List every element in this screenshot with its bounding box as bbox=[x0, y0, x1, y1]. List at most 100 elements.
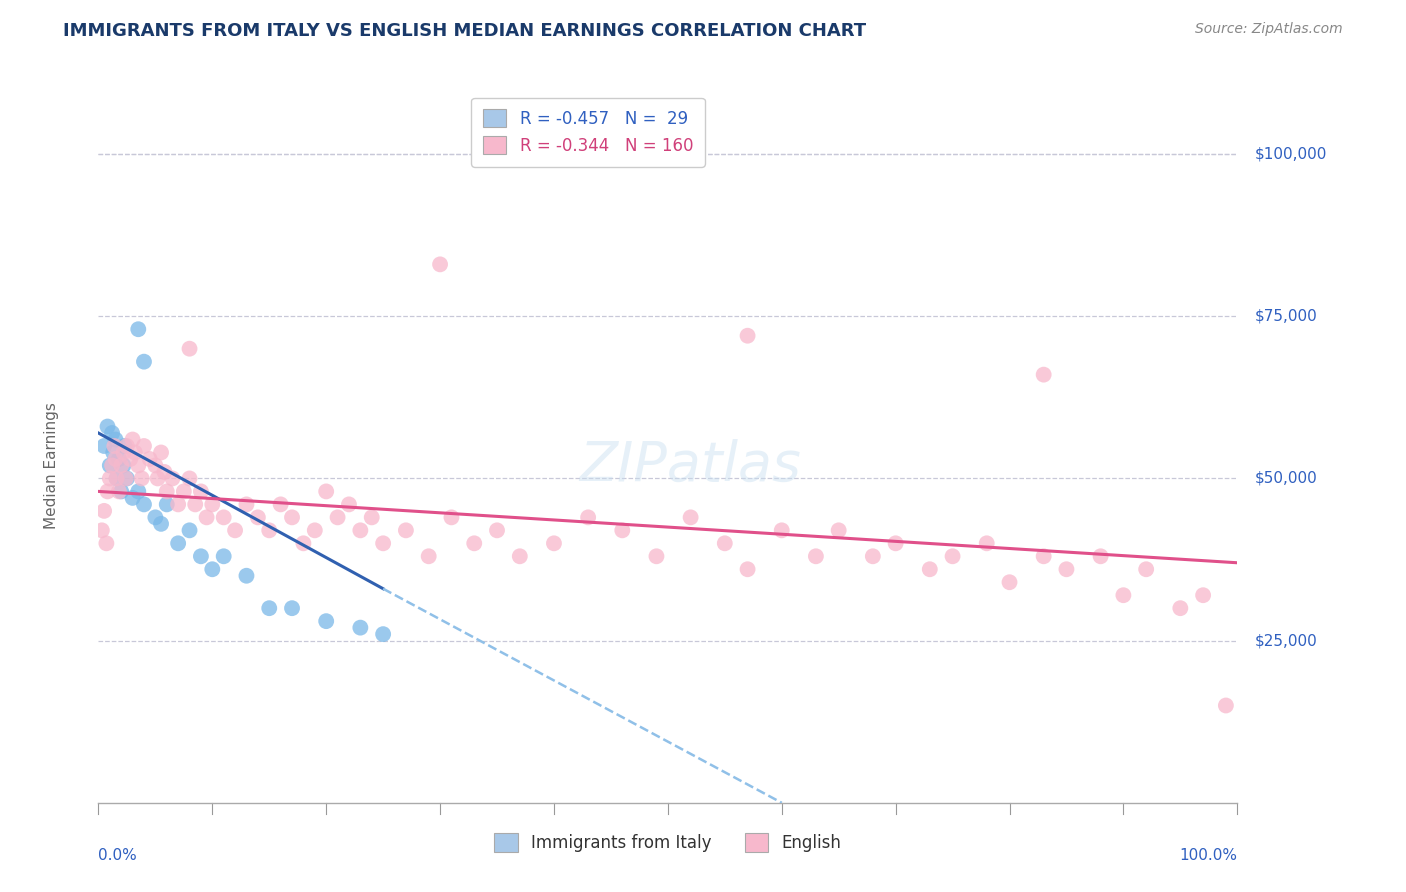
Point bbox=[179, 342, 201, 356]
Point bbox=[270, 497, 292, 511]
Point bbox=[1032, 368, 1054, 382]
Text: $25,000: $25,000 bbox=[1254, 633, 1317, 648]
Legend: Immigrants from Italy, English: Immigrants from Italy, English bbox=[488, 827, 848, 859]
Text: 100.0%: 100.0% bbox=[1180, 848, 1237, 863]
Point bbox=[212, 549, 235, 564]
Point bbox=[112, 458, 135, 473]
Point bbox=[1032, 549, 1054, 564]
Point bbox=[201, 497, 224, 511]
Text: $100,000: $100,000 bbox=[1254, 146, 1327, 161]
Point bbox=[184, 497, 207, 511]
Point bbox=[543, 536, 565, 550]
Point bbox=[104, 452, 127, 467]
Point bbox=[156, 497, 179, 511]
Point bbox=[101, 458, 124, 473]
Point bbox=[115, 439, 138, 453]
Point bbox=[418, 549, 440, 564]
Text: Source: ZipAtlas.com: Source: ZipAtlas.com bbox=[1195, 22, 1343, 37]
Point bbox=[120, 452, 142, 467]
Point bbox=[918, 562, 941, 576]
Point bbox=[127, 322, 149, 336]
Point bbox=[110, 458, 132, 473]
Point bbox=[132, 439, 155, 453]
Point bbox=[96, 536, 118, 550]
Point bbox=[190, 484, 212, 499]
Point bbox=[162, 471, 184, 485]
Point bbox=[108, 452, 131, 467]
Point bbox=[190, 549, 212, 564]
Point bbox=[1112, 588, 1135, 602]
Point bbox=[463, 536, 485, 550]
Point bbox=[138, 452, 160, 467]
Point bbox=[304, 524, 326, 538]
Point bbox=[167, 536, 190, 550]
Point bbox=[292, 536, 315, 550]
Point bbox=[124, 445, 146, 459]
Point bbox=[114, 439, 136, 453]
Point bbox=[486, 524, 509, 538]
Point bbox=[1056, 562, 1078, 576]
Point bbox=[153, 465, 176, 479]
Point bbox=[167, 497, 190, 511]
Point bbox=[146, 471, 169, 485]
Point bbox=[104, 433, 127, 447]
Point bbox=[828, 524, 851, 538]
Point bbox=[645, 549, 668, 564]
Point bbox=[179, 524, 201, 538]
Point bbox=[976, 536, 998, 550]
Point bbox=[98, 458, 121, 473]
Point bbox=[884, 536, 907, 550]
Text: 0.0%: 0.0% bbox=[98, 848, 138, 863]
Point bbox=[371, 536, 394, 550]
Point bbox=[942, 549, 965, 564]
Point bbox=[90, 524, 112, 538]
Point bbox=[737, 328, 759, 343]
Point bbox=[132, 354, 155, 368]
Point bbox=[115, 471, 138, 485]
Point bbox=[1170, 601, 1192, 615]
Point bbox=[576, 510, 599, 524]
Point bbox=[121, 433, 143, 447]
Point bbox=[281, 510, 304, 524]
Point bbox=[395, 524, 418, 538]
Point bbox=[101, 425, 124, 440]
Point bbox=[337, 497, 360, 511]
Point bbox=[804, 549, 827, 564]
Point bbox=[114, 471, 136, 485]
Text: Median Earnings: Median Earnings bbox=[44, 402, 59, 529]
Point bbox=[679, 510, 702, 524]
Point bbox=[96, 419, 118, 434]
Point bbox=[132, 497, 155, 511]
Point bbox=[281, 601, 304, 615]
Point bbox=[315, 484, 337, 499]
Point bbox=[349, 524, 371, 538]
Point bbox=[259, 524, 281, 538]
Point bbox=[212, 510, 235, 524]
Point bbox=[1215, 698, 1237, 713]
Point bbox=[1192, 588, 1215, 602]
Point bbox=[770, 524, 793, 538]
Point bbox=[714, 536, 737, 550]
Point bbox=[246, 510, 269, 524]
Point bbox=[108, 484, 131, 499]
Point bbox=[173, 484, 195, 499]
Text: $75,000: $75,000 bbox=[1254, 309, 1317, 324]
Point bbox=[737, 562, 759, 576]
Point bbox=[103, 439, 125, 453]
Text: IMMIGRANTS FROM ITALY VS ENGLISH MEDIAN EARNINGS CORRELATION CHART: IMMIGRANTS FROM ITALY VS ENGLISH MEDIAN … bbox=[63, 22, 866, 40]
Point bbox=[93, 439, 115, 453]
Point bbox=[121, 491, 143, 505]
Point bbox=[259, 601, 281, 615]
Point bbox=[150, 516, 173, 531]
Point bbox=[1135, 562, 1157, 576]
Text: $50,000: $50,000 bbox=[1254, 471, 1317, 486]
Point bbox=[235, 497, 257, 511]
Point bbox=[862, 549, 884, 564]
Point bbox=[326, 510, 349, 524]
Point bbox=[224, 524, 246, 538]
Point bbox=[156, 484, 179, 499]
Point bbox=[179, 471, 201, 485]
Point bbox=[96, 484, 118, 499]
Point bbox=[127, 484, 149, 499]
Point bbox=[145, 458, 167, 473]
